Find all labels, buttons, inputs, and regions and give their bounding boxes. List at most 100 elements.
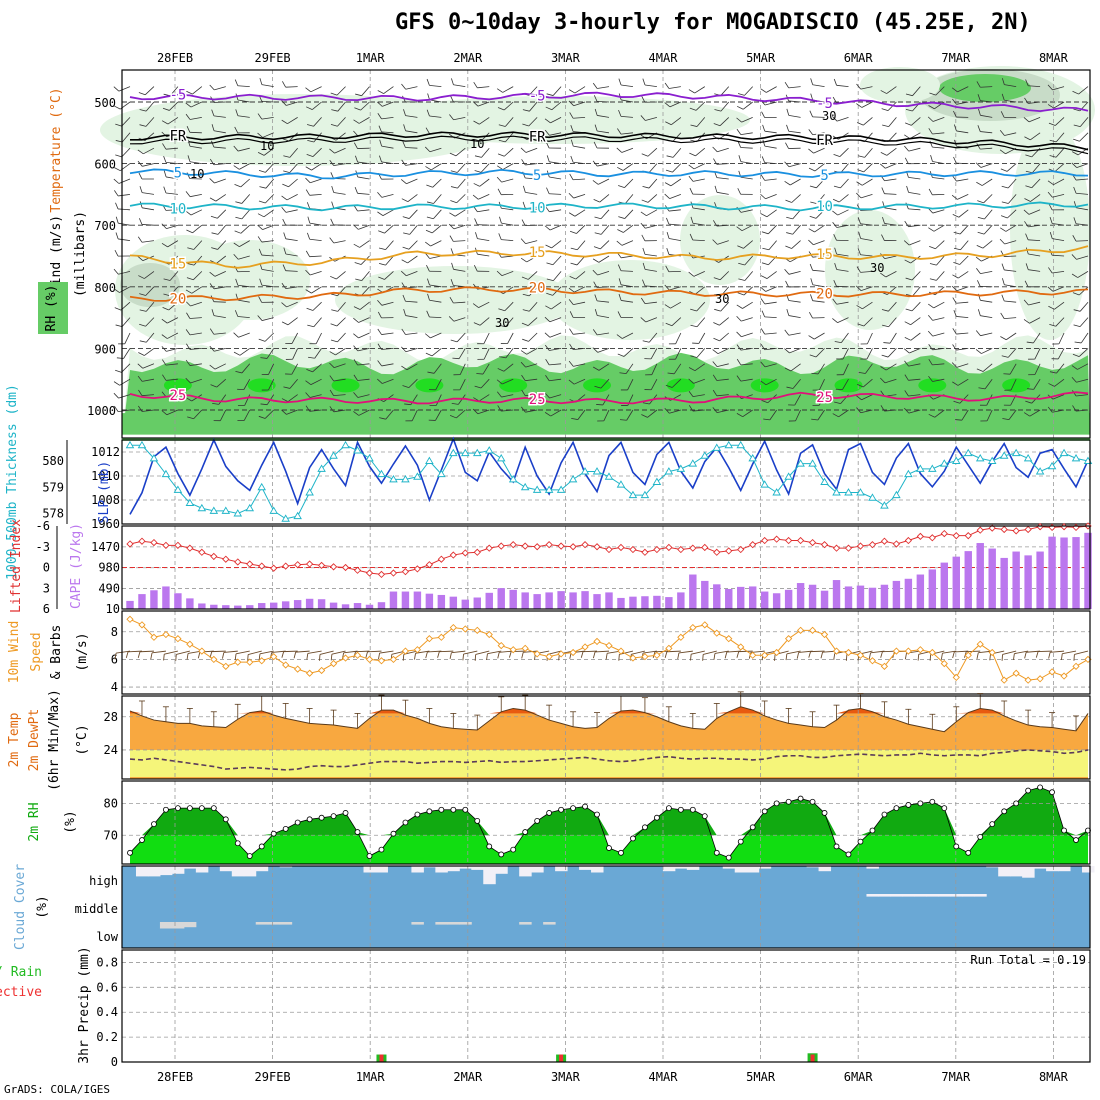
wind-barb-shaft: [551, 301, 562, 310]
wind-barb-flag: [917, 654, 920, 661]
wind-barb-shaft: [502, 163, 514, 170]
wind-barb-flag: [856, 395, 862, 401]
wind-barb-shaft: [549, 132, 562, 136]
wind-barb-flag: [211, 140, 215, 148]
wind-barb: [738, 155, 753, 164]
wind-barb-shaft: [1053, 101, 1065, 109]
wind-barb-flag: [137, 236, 143, 243]
wind-barb-shaft: [430, 240, 442, 247]
wind-barb-flag: [760, 193, 766, 200]
wind-barb-shaft: [286, 101, 298, 106]
wind-barb: [474, 378, 490, 389]
wind-barb-shaft: [310, 271, 322, 276]
wind-barb: [833, 78, 849, 87]
wind-barb-flag: [257, 315, 263, 321]
wind-barb-flag: [809, 185, 817, 189]
wind-barb-flag: [114, 652, 117, 660]
thickness-point: [544, 485, 554, 493]
wind-barb-shaft: [501, 409, 514, 412]
cloud-clear-bar: [135, 866, 149, 877]
slp-line: [129, 436, 1089, 515]
wind-barb-shaft: [549, 378, 562, 382]
wind-barb: [452, 348, 466, 360]
li-point: [533, 543, 541, 551]
wind-barb-shaft: [167, 332, 179, 339]
wind-barb-flag: [904, 374, 909, 381]
wind-barb: [857, 163, 873, 173]
wind-barb-shaft: [285, 238, 298, 241]
wind-barb-shaft: [483, 332, 490, 344]
wind-barb-flag: [951, 87, 958, 93]
wind-barb-shaft: [359, 240, 370, 248]
wind-barb-flag: [856, 305, 863, 310]
wind-barb-shaft: [310, 178, 322, 184]
wind-barb: [426, 78, 442, 87]
wind-barb: [592, 329, 610, 336]
wind-barb-shaft: [1076, 378, 1089, 383]
wind-barb-flag: [568, 89, 576, 94]
wind-barb: [426, 178, 442, 188]
wind-barb-flag: [378, 276, 385, 280]
wind-barb-shaft: [477, 86, 490, 89]
wind-barb-shaft: [261, 268, 274, 272]
li-tick-label: -3: [36, 540, 50, 554]
wind-barb: [903, 240, 921, 246]
wind-barb: [810, 78, 825, 87]
isotherm-label: FR: [816, 133, 833, 149]
wind-barb-shaft: [597, 271, 610, 276]
wind-barb: [1047, 101, 1065, 109]
wind-barb-flag: [592, 180, 599, 185]
wind-barb: [405, 409, 418, 422]
wind-speed-point: [737, 643, 745, 651]
wind-barb-shaft: [166, 348, 179, 352]
wind-barb-flag: [474, 654, 477, 661]
wind-barb: [930, 154, 945, 164]
thickness-point: [461, 448, 470, 457]
wind-barb: [642, 178, 658, 189]
wind-barb-shaft: [884, 255, 897, 260]
wind-barb: [544, 332, 562, 338]
wind-barb-shaft: [1058, 332, 1065, 345]
wind-barb: [1060, 650, 1077, 661]
wind-speed-point: [1000, 676, 1008, 684]
wind-barb: [281, 394, 298, 403]
wind-barb-shaft: [671, 378, 682, 388]
wind-speed-point: [401, 647, 410, 655]
wind-barb-shaft: [385, 409, 394, 420]
wind-barb: [979, 394, 993, 406]
wind-barb-flag: [953, 124, 957, 132]
wind-barb-shaft: [358, 317, 370, 323]
wind-barb: [977, 209, 993, 220]
rh2m-unit-label: (%): [63, 810, 78, 833]
wind-barb: [568, 192, 586, 199]
wind-barb: [786, 209, 801, 220]
wind-barb-shaft: [1055, 132, 1065, 143]
wind-barb-shaft: [717, 240, 729, 245]
wind-barb: [473, 178, 490, 187]
wind-barb-flag: [115, 140, 123, 143]
wind-barb-flag: [522, 123, 529, 127]
cape-bar: [605, 592, 613, 609]
wind-barb-flag: [619, 372, 627, 375]
wind-barb-shaft: [215, 194, 227, 202]
wind-barb-shaft: [817, 409, 825, 421]
li-point: [413, 565, 422, 573]
wind-barb: [1073, 650, 1089, 661]
cloud-clear-bar: [411, 866, 424, 873]
wind-barb-shaft: [860, 409, 873, 414]
wind-barb-flag: [546, 262, 554, 266]
wind-barb-shaft: [573, 301, 586, 306]
li-point: [1024, 525, 1032, 534]
wind-barb: [161, 409, 179, 416]
upper-temp-label: Temperature (°C): [49, 87, 64, 212]
thickness-point: [616, 480, 626, 488]
wind-barb-shaft: [791, 240, 801, 249]
wind-barb-shaft: [190, 101, 203, 108]
wind-barb: [521, 389, 538, 397]
wind-barb-flag: [307, 232, 311, 240]
wind-barb-flag: [500, 343, 508, 344]
cloud-clear-bar: [255, 922, 269, 925]
wind-barb-shaft: [142, 363, 155, 369]
wind-barb-flag: [760, 286, 766, 292]
